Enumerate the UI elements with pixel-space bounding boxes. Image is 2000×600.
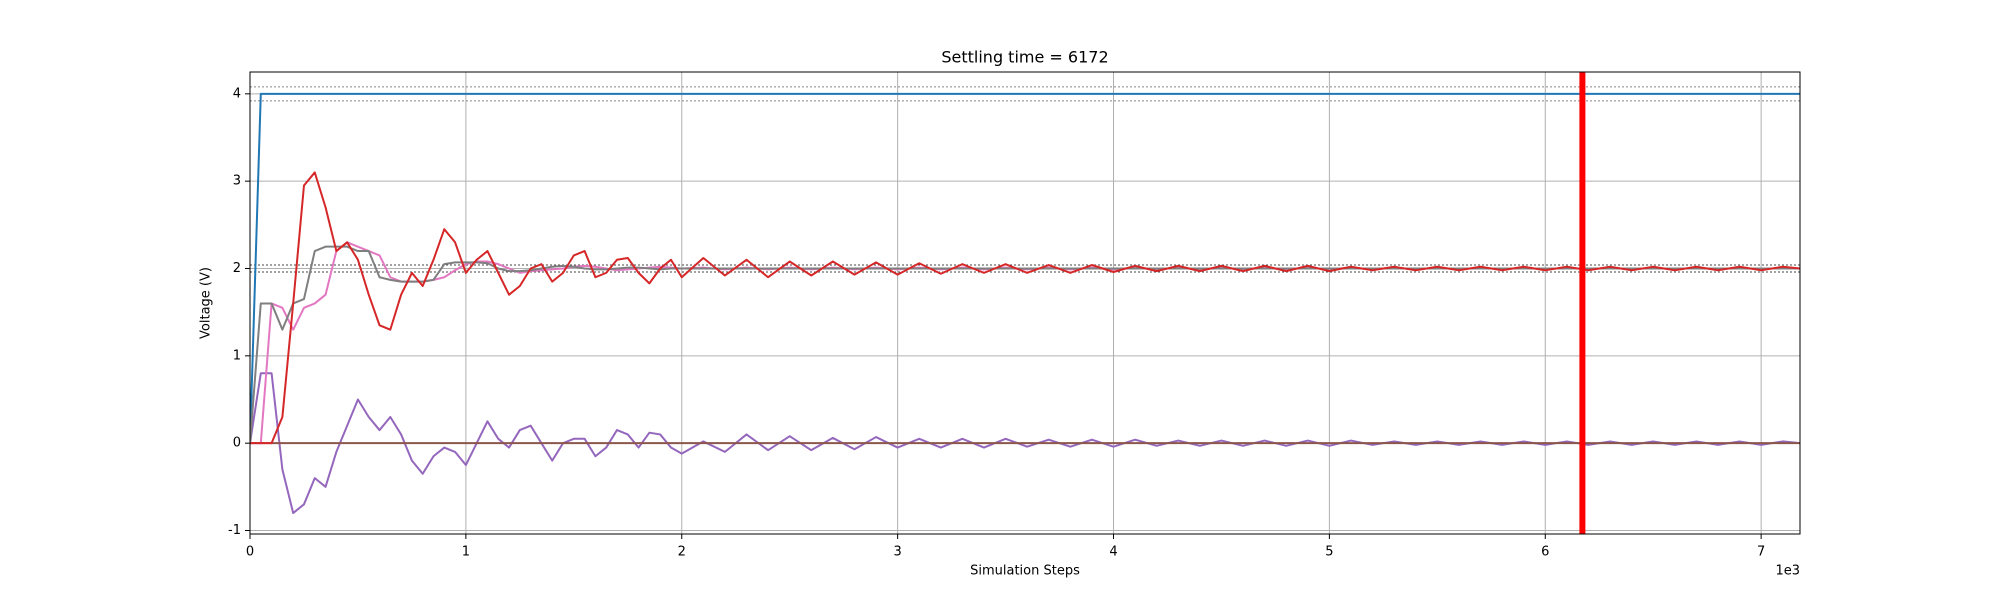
series-line (250, 92, 1800, 444)
x-tick-label: 7 (1757, 545, 1765, 560)
series-line (250, 171, 1800, 445)
x-offset-label: 1e3 (1775, 564, 1800, 579)
x-tick-label: 6 (1541, 545, 1549, 560)
y-tick-label: 0 (233, 436, 241, 451)
x-tick-label: 2 (678, 545, 686, 560)
x-tick-label: 1 (462, 545, 470, 560)
plot-frame (249, 71, 1801, 535)
x-tick-label: 4 (1109, 545, 1117, 560)
x-axis-label: Simulation Steps (970, 564, 1080, 579)
chart-title: Settling time = 6172 (941, 48, 1108, 67)
y-tick-label: 4 (233, 86, 241, 101)
y-tick-label: -1 (228, 523, 241, 538)
y-tick-label: 1 (233, 348, 241, 363)
y-tick-label: 2 (233, 261, 241, 276)
y-axis-label: Voltage (V) (199, 267, 214, 339)
x-tick-label: 3 (893, 545, 901, 560)
y-tick-label: 3 (233, 174, 241, 189)
x-tick-label: 0 (246, 545, 254, 560)
x-tick-label: 5 (1325, 545, 1333, 560)
